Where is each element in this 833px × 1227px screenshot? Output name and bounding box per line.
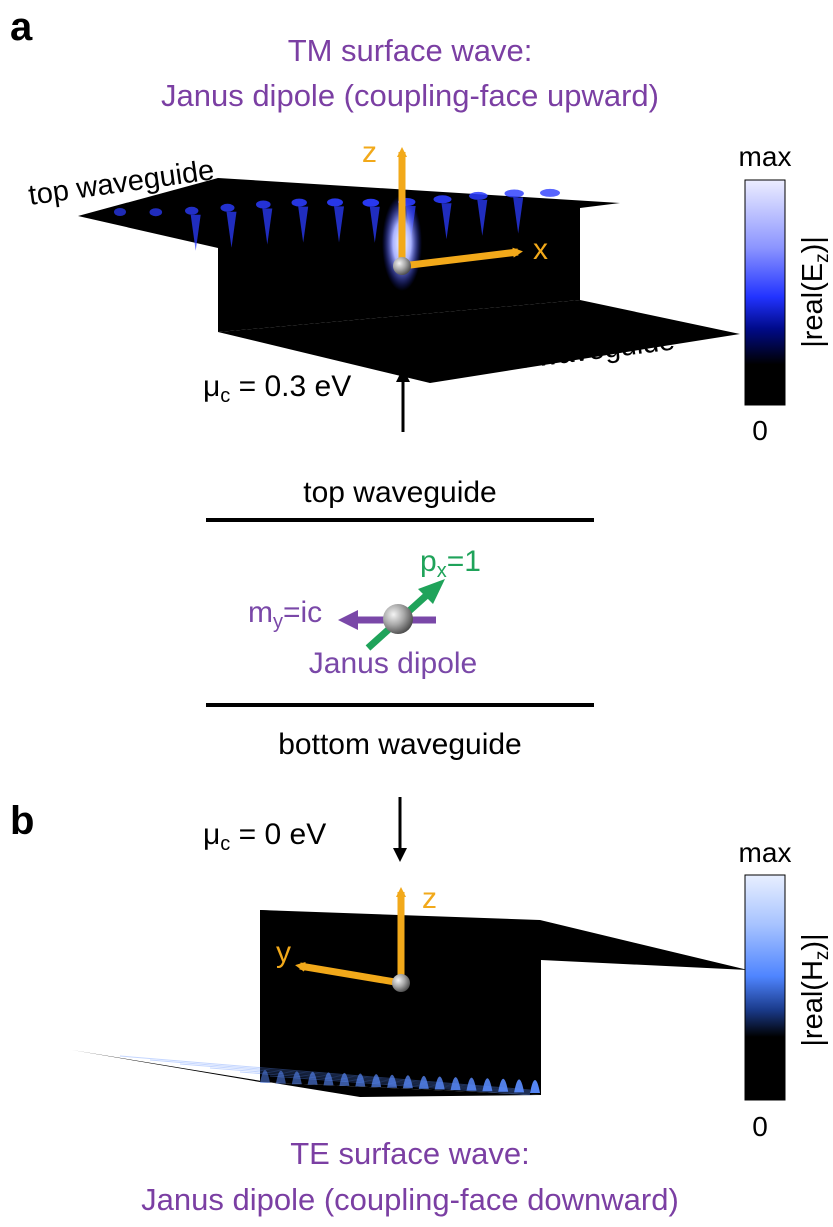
panel-a-dipole-sphere-icon — [393, 257, 411, 275]
panel-a-ripple-drip — [298, 206, 309, 243]
panel-a-ripple-drip — [441, 203, 452, 240]
panel-a-ripple-drip — [369, 206, 380, 243]
panel-a-z-label: z — [362, 136, 377, 169]
panel-a-ripple — [220, 203, 235, 212]
panel-a-field-ripples — [114, 188, 560, 251]
panel-a-bottom-sheet — [218, 300, 740, 383]
panel-a-ripple — [185, 206, 199, 215]
panel-b-ripple — [260, 1070, 270, 1083]
panel-a-title-line2: Janus dipole (coupling-face upward) — [161, 78, 659, 113]
schematic-dipole-sphere-icon — [383, 604, 413, 634]
panel-a-x-label: x — [533, 233, 548, 266]
panel-b-bottom-sheet — [72, 1050, 541, 1097]
panel-a-ripple — [362, 198, 380, 207]
panel-b-arrow-down-head — [393, 848, 407, 862]
schematic-px-arrowhead — [418, 579, 445, 604]
panel-b-ripple — [371, 1074, 382, 1088]
panel-b-ripple-streak — [149, 1059, 531, 1092]
panel-b-ripple — [323, 1072, 334, 1086]
panel-a-ripple — [433, 195, 452, 204]
panel-b-ripple — [307, 1071, 318, 1085]
panel-a-ripple — [469, 191, 488, 200]
panel-b-ripple-streak — [269, 1075, 531, 1096]
panel-b-field-ripples — [119, 1055, 540, 1096]
panel-a-arrow-up-head — [396, 368, 410, 382]
panel-b-z-label: z — [422, 882, 437, 915]
panel-b-ripple — [530, 1080, 540, 1093]
panel-b-ripple — [482, 1078, 493, 1092]
panel-b-ripple — [275, 1070, 286, 1084]
panel-a-colorbar-label: |real(Ez)| — [797, 236, 833, 348]
schematic-top-waveguide-label: top waveguide — [303, 476, 496, 509]
panel-b-ripple — [291, 1071, 302, 1085]
panel-a-colorbar-min: 0 — [752, 415, 768, 446]
panel-b-ripple — [339, 1072, 350, 1086]
panel-b-ripple-streak — [179, 1063, 531, 1093]
panel-a-ripple-drip — [226, 211, 237, 248]
panel-a-ripple-drip — [513, 197, 524, 234]
panel-b-colorbar — [744, 874, 786, 1101]
panel-a-ripple — [149, 208, 163, 217]
panel-b-label: b — [10, 799, 34, 843]
schematic-bottom-waveguide-label: bottom waveguide — [278, 728, 522, 761]
panel-a-ripple — [255, 200, 271, 209]
panel-b-ripple-streak — [119, 1055, 531, 1091]
panel-a-ripple — [291, 198, 307, 207]
panel-b-ripple — [498, 1078, 509, 1092]
panel-b-colorbar-min: 0 — [752, 1111, 768, 1142]
panel-b-ripple-streak — [239, 1071, 531, 1095]
schematic-px-label: px=1 — [420, 545, 481, 582]
schematic-janus-label: Janus dipole — [309, 647, 477, 680]
panel-b-ripple — [434, 1076, 445, 1090]
panel-b-ripple — [355, 1073, 366, 1087]
panel-a-ripple — [327, 198, 343, 207]
panel-b-step-wall — [260, 910, 541, 1095]
panel-a-colorbar — [744, 179, 786, 406]
panel-a-ripple-drip — [477, 199, 488, 236]
panel-a-mu-label: μc = 0.3 eV — [203, 370, 351, 407]
panel-b-ripple — [387, 1074, 398, 1088]
panel-b-y-label: y — [276, 936, 291, 969]
panel-b-ripple — [402, 1075, 413, 1089]
schematic-my-label: my=ic — [248, 596, 322, 633]
panel-b-title-line1: TE surface wave: — [290, 1136, 529, 1171]
panel-a-colorbar-max: max — [739, 141, 792, 172]
panel-a-title-line1: TM surface wave: — [288, 33, 533, 68]
panel-a-ripple — [114, 208, 126, 216]
panel-b-ripple — [514, 1079, 525, 1093]
panel-b-dipole-sphere-icon — [392, 974, 410, 992]
panel-a-ripple-drip — [262, 208, 273, 245]
panel-b-colorbar-label: |real(Hz)| — [797, 933, 833, 1046]
panel-b-waveguide-structure — [72, 910, 748, 1097]
panel-b-ripple — [466, 1077, 477, 1091]
panel-b-colorbar-max: max — [739, 837, 792, 868]
panel-b-y-axis — [295, 961, 402, 987]
panel-b-ripple — [418, 1075, 429, 1089]
panel-b-mu-label: μc = 0 eV — [203, 818, 326, 855]
panel-a-label: a — [10, 5, 33, 49]
panel-a-ripple-drip — [334, 206, 344, 243]
panel-b-ripple — [450, 1077, 461, 1091]
panel-a-x-axis — [401, 247, 523, 270]
panel-b-ripple-streak — [209, 1067, 531, 1094]
schematic-my-arrowhead — [338, 610, 358, 630]
panel-a-ripple — [540, 188, 560, 197]
panel-a-ripple-drip — [190, 214, 201, 251]
panel-a-ripple — [504, 189, 524, 198]
panel-b-title-line2: Janus dipole (coupling-face downward) — [141, 1182, 679, 1217]
panel-a-waveguide-structure — [78, 178, 740, 383]
